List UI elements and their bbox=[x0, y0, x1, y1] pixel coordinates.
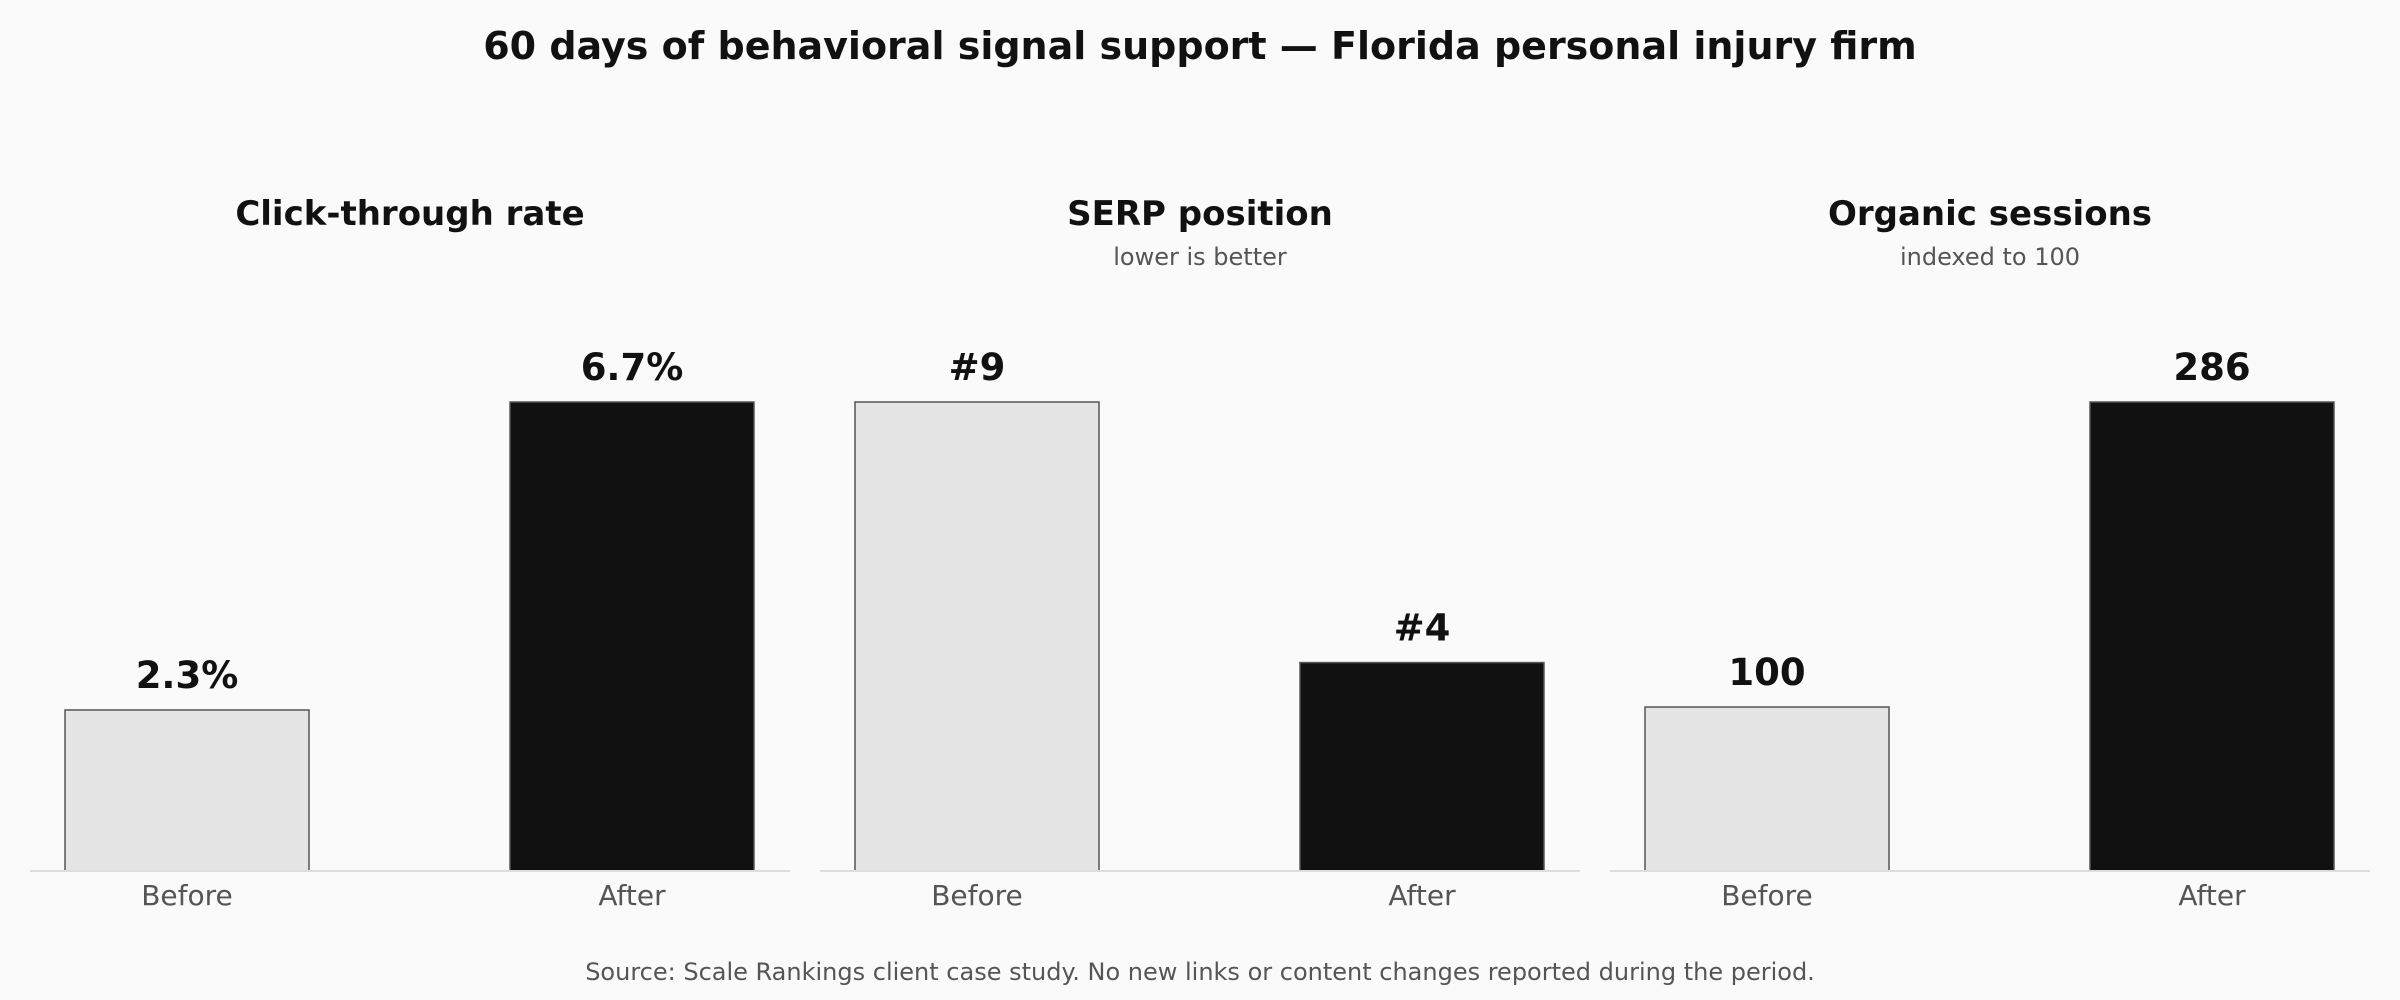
chart-panel: Organic sessions indexed to 100 100 Before 2… bbox=[1610, 194, 2370, 912]
bar-before bbox=[64, 709, 310, 872]
source-note: Source: Scale Rankings client case study… bbox=[585, 958, 1815, 986]
data-label: 100 bbox=[1728, 651, 1805, 694]
panel-title: Organic sessions bbox=[1828, 194, 2152, 234]
x-tick-label: Before bbox=[931, 879, 1023, 912]
chart-panel: Click-through rate 2.3% Before 6.7% After bbox=[30, 194, 790, 912]
panel-subtitle: indexed to 100 bbox=[1900, 243, 2080, 271]
x-tick-label: Before bbox=[1721, 879, 1813, 912]
chart-title: 60 days of behavioral signal support — F… bbox=[483, 24, 1917, 68]
panel-subtitle: lower is better bbox=[1113, 243, 1287, 271]
chart-panels: Click-through rate2.3%Before6.7%AfterSER… bbox=[30, 194, 2370, 912]
bar-before bbox=[854, 401, 1100, 872]
panel-title: SERP position bbox=[1067, 194, 1333, 234]
x-tick-label: After bbox=[1388, 879, 1456, 912]
x-tick-label: After bbox=[2178, 879, 2246, 912]
data-label: 2.3% bbox=[136, 654, 239, 697]
data-label: #9 bbox=[949, 346, 1006, 389]
bar-after bbox=[2089, 401, 2335, 872]
bar-before bbox=[1644, 706, 1890, 872]
x-tick-label: After bbox=[598, 879, 666, 912]
data-label: 6.7% bbox=[581, 346, 684, 389]
panel-title: Click-through rate bbox=[235, 194, 584, 234]
bar-after bbox=[509, 401, 755, 872]
data-label: 286 bbox=[2173, 346, 2250, 389]
x-tick-label: Before bbox=[141, 879, 233, 912]
data-label: #4 bbox=[1394, 607, 1451, 650]
bar-after bbox=[1299, 661, 1545, 872]
chart-panel: SERP position lower is better #9 Before #4 Af… bbox=[820, 194, 1580, 912]
